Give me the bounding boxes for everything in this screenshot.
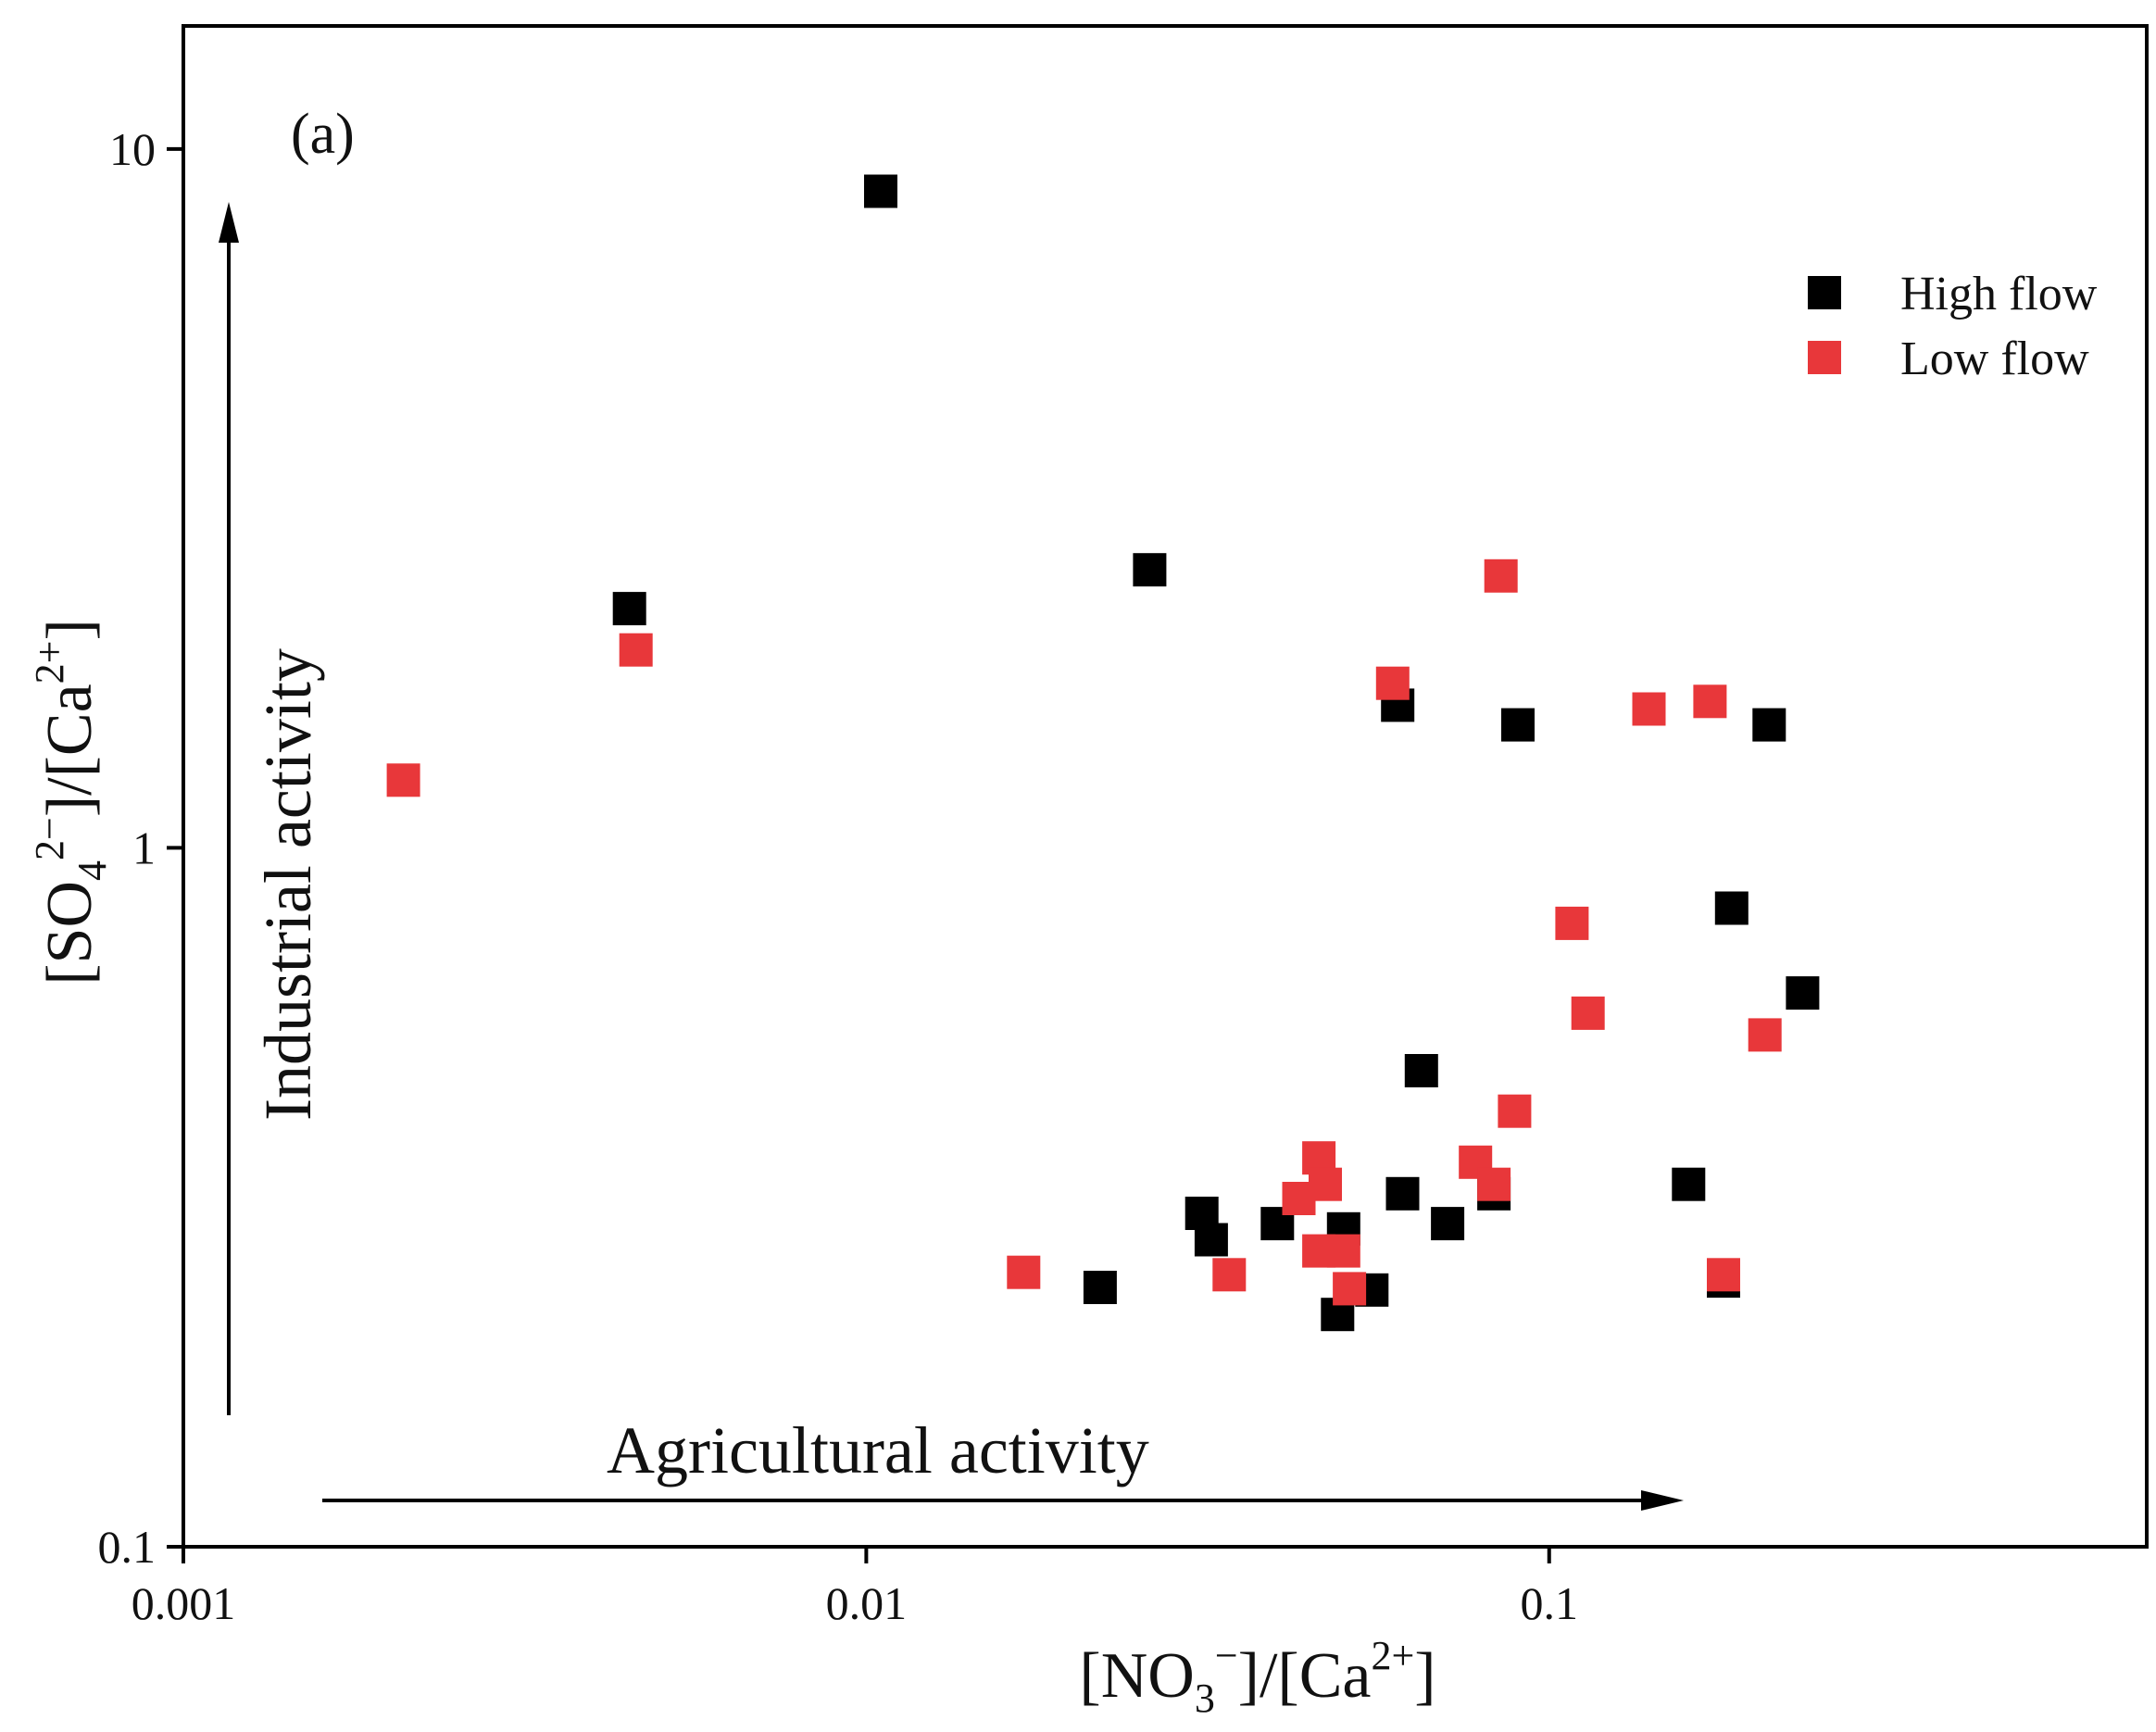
point-low-flow: [1571, 996, 1605, 1030]
x-arrow-annotation: Agricultural activity: [322, 1413, 1684, 1511]
point-low-flow: [386, 763, 420, 797]
x-tick-label: 0.01: [826, 1577, 908, 1629]
point-high-flow: [1431, 1207, 1465, 1241]
y-tick-label: 10: [109, 123, 156, 175]
y-arrow-label: Industrial activity: [251, 648, 325, 1121]
x-arrow-head: [1641, 1490, 1684, 1511]
point-low-flow: [1484, 559, 1518, 593]
x-arrow-label: Agricultural activity: [607, 1413, 1149, 1487]
point-high-flow: [1404, 1054, 1438, 1087]
point-low-flow: [1477, 1167, 1511, 1201]
point-high-flow: [1672, 1167, 1706, 1201]
legend-marker-low-flow: [1808, 341, 1841, 374]
point-high-flow: [864, 174, 897, 208]
point-high-flow: [1133, 553, 1167, 587]
point-low-flow: [1632, 692, 1666, 726]
point-high-flow: [1786, 976, 1820, 1010]
point-low-flow: [1333, 1272, 1367, 1306]
y-arrow-annotation: Industrial activity: [219, 202, 325, 1415]
x-tick-label: 0.1: [1521, 1577, 1579, 1629]
point-low-flow: [1007, 1255, 1041, 1289]
point-low-flow: [1498, 1094, 1532, 1128]
y-arrow-head: [219, 202, 239, 243]
legend-label-high-flow: High flow: [1900, 268, 2098, 320]
point-high-flow: [1194, 1223, 1228, 1257]
point-high-flow: [1083, 1271, 1117, 1304]
point-high-flow: [1385, 1176, 1420, 1211]
point-high-flow: [1752, 708, 1786, 742]
point-low-flow: [1212, 1258, 1247, 1292]
y-axis-title: [SO42−]/[Ca2+]: [27, 619, 115, 985]
point-high-flow: [612, 592, 646, 626]
x-axis-title: [NO3−]/[Ca2+]: [1079, 1633, 1435, 1721]
panel-label: (a): [291, 103, 355, 166]
point-low-flow: [619, 633, 653, 667]
data-points: [386, 174, 1820, 1332]
y-tick-label: 1: [132, 822, 156, 873]
point-high-flow: [1501, 708, 1535, 742]
point-low-flow: [1693, 684, 1727, 719]
legend: High flow Low flow: [1808, 268, 2098, 385]
point-low-flow: [1282, 1182, 1316, 1215]
legend-marker-high-flow: [1808, 276, 1841, 309]
plot-frame: [182, 24, 2149, 1549]
point-low-flow: [1326, 1234, 1360, 1268]
point-low-flow: [1375, 666, 1410, 700]
axis-ticks: [167, 146, 1551, 1563]
y-tick-label: 0.1: [98, 1521, 157, 1573]
axis-tick-labels: 0.001 0.01 0.1 0.1 1 10: [98, 123, 1579, 1629]
point-low-flow: [1555, 906, 1589, 940]
point-low-flow: [1707, 1258, 1740, 1292]
point-high-flow: [1714, 891, 1749, 925]
x-tick-label: 0.001: [132, 1577, 236, 1629]
point-low-flow: [1748, 1018, 1782, 1052]
legend-label-low-flow: Low flow: [1900, 333, 2089, 385]
